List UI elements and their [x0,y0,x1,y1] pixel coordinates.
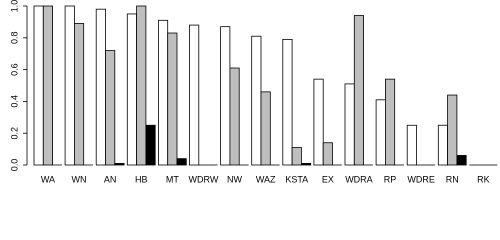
x-tick-label: NW [227,174,242,184]
x-tick-label: EX [322,174,334,184]
bar [136,5,147,166]
bar [74,23,85,166]
x-tick-label: WA [41,174,55,184]
bar [176,158,187,166]
bar [456,155,467,166]
bar [353,15,364,166]
y-tick-label: 0.4 [9,95,19,108]
x-tick-label: RK [477,174,490,184]
bar [145,124,156,166]
bar [300,163,312,166]
bar [126,13,138,166]
bar [220,26,231,166]
bar [291,147,302,166]
x-tick-label: HB [135,174,148,184]
bar [406,124,417,166]
y-tick-label: 0.6 [9,63,19,76]
bar [157,19,169,166]
x-tick-label: KSTA [285,174,308,184]
bar [260,91,271,166]
x-tick-label: WN [72,174,87,184]
y-tick-label: 0.0 [9,159,19,172]
bar [105,50,116,166]
chart: 0.0 0.2 0.4 0.6 0.8 1.0 WA WN AN HB MT WDRW NW WAZ KST… [9,0,498,184]
bar [95,8,106,166]
y-tick-label: 0.8 [9,32,19,45]
bar [313,78,324,166]
x-tick-label: WAZ [256,174,276,184]
bar [167,32,178,166]
bar [251,35,262,166]
x-tick-label: MT [166,174,179,184]
x-tick-label: WDRE [407,174,435,184]
bar [322,142,333,166]
y-tick-label: 1.0 [9,0,19,12]
bar [447,94,458,166]
bar [384,78,396,166]
page: 0.0 0.2 0.4 0.6 0.8 1.0 WA WN AN HB MT WDRW NW WAZ KST… [9,0,498,185]
bar [344,83,355,166]
bar [375,99,386,166]
bar [64,5,75,166]
x-tick-label: RN [446,174,459,184]
bar [42,5,53,166]
x-tick-label: WDRA [345,174,373,184]
x-tick-label: RP [384,174,397,184]
bar [282,38,293,166]
bar [437,124,448,166]
x-tick-label: WDRW [189,174,219,184]
x-tick-label: AN [104,174,117,184]
bar [33,5,44,166]
y-tick-label: 0.2 [9,127,19,140]
bar [229,67,240,166]
bar [189,24,200,166]
bar [114,163,125,166]
